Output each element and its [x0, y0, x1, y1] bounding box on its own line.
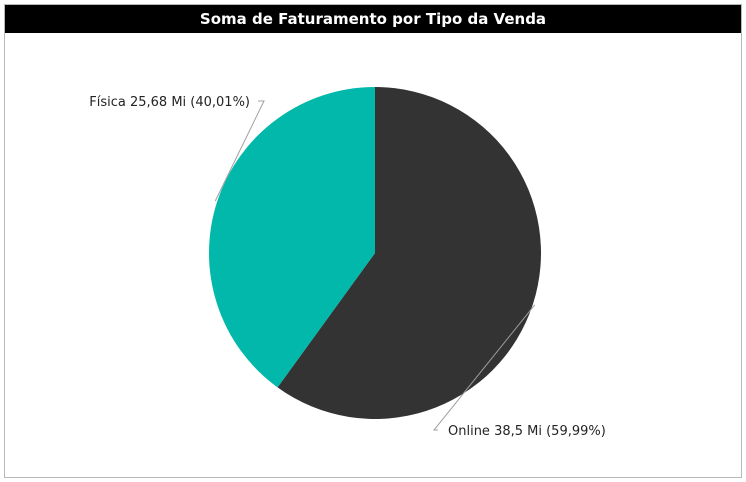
- pie-slice-online[interactable]: [277, 87, 541, 420]
- data-label-f-sica: Física 25,68 Mi (40,01%): [89, 95, 250, 110]
- chart-title: Soma de Faturamento por Tipo da Venda: [199, 10, 547, 28]
- leader-line: [214, 100, 265, 202]
- pie-slice-f-sica[interactable]: [209, 87, 375, 388]
- chart-title-bar: Soma de Faturamento por Tipo da Venda: [5, 5, 741, 33]
- data-label-online: Online 38,5 Mi (59,99%): [448, 424, 606, 439]
- leader-line: [432, 304, 536, 431]
